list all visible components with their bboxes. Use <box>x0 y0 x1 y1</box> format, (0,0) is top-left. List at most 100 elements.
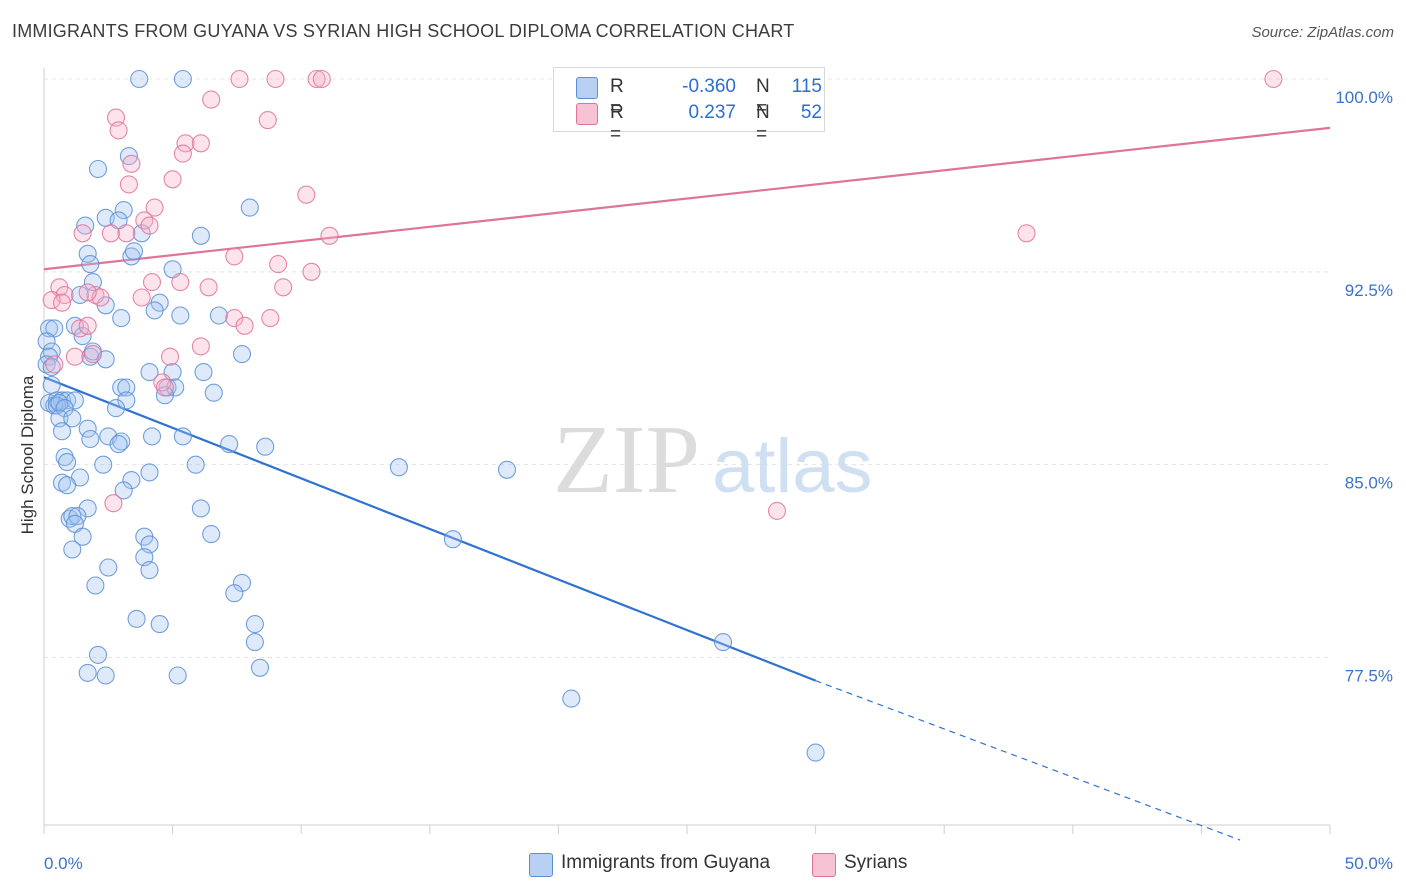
point-guyana <box>78 663 97 682</box>
point-guyana <box>191 499 210 518</box>
point-guyana <box>202 525 221 544</box>
point-guyana <box>114 201 133 220</box>
point-guyana <box>37 332 56 351</box>
point-syrians <box>767 501 787 520</box>
point-guyana <box>122 247 141 266</box>
point-syrians <box>145 198 164 217</box>
point-guyana <box>140 561 159 580</box>
point-guyana <box>142 427 162 446</box>
point-guyana <box>245 615 264 634</box>
point-syrians <box>235 316 254 335</box>
point-guyana <box>55 399 74 418</box>
point-syrians <box>122 154 141 173</box>
legend-swatch-syrians <box>812 853 836 877</box>
point-guyana <box>42 375 61 395</box>
legend-r-value: -0.360 <box>682 76 736 97</box>
data-points <box>37 69 1283 762</box>
point-syrians <box>78 316 97 335</box>
point-guyana <box>124 242 144 261</box>
point-guyana <box>240 198 259 217</box>
watermark-atlas: atlas <box>712 424 873 509</box>
point-guyana <box>168 666 187 685</box>
point-guyana <box>443 530 462 549</box>
point-guyana <box>52 422 72 441</box>
point-syrians <box>171 273 190 292</box>
point-syrians <box>191 134 210 153</box>
point-syrians <box>312 69 331 89</box>
point-syrians <box>307 69 326 89</box>
point-syrians <box>320 226 339 245</box>
point-guyana <box>47 391 66 410</box>
point-syrians <box>225 247 244 266</box>
legend-r-value: 0.237 <box>688 102 736 123</box>
point-guyana <box>194 363 213 382</box>
point-guyana <box>173 427 192 446</box>
point-guyana <box>86 576 105 595</box>
point-guyana <box>78 419 97 438</box>
point-syrians <box>274 278 293 297</box>
point-guyana <box>171 306 190 325</box>
legend-label-guyana: Immigrants from Guyana <box>561 852 771 873</box>
y-tick-label: 85.0% <box>1345 474 1393 493</box>
point-guyana <box>130 69 149 89</box>
point-syrians <box>258 111 277 130</box>
point-syrians <box>140 216 159 235</box>
point-syrians <box>42 291 61 310</box>
legend-n-value: 115 <box>791 76 822 97</box>
point-guyana <box>81 255 100 274</box>
point-guyana <box>186 455 205 474</box>
point-syrians <box>119 175 138 194</box>
point-guyana <box>256 437 275 456</box>
point-guyana <box>713 633 733 652</box>
point-guyana <box>81 429 100 449</box>
point-guyana <box>109 435 128 454</box>
point-guyana <box>58 453 77 472</box>
point-guyana <box>140 363 159 382</box>
point-syrians <box>269 255 288 274</box>
point-guyana <box>191 226 210 245</box>
point-guyana <box>65 391 84 410</box>
point-syrians <box>109 121 128 140</box>
point-guyana <box>65 316 84 335</box>
point-syrians <box>266 69 285 89</box>
point-guyana <box>389 458 408 477</box>
point-guyana <box>50 393 69 413</box>
point-guyana <box>78 244 97 263</box>
point-syrians <box>65 347 84 366</box>
point-syrians <box>176 134 195 153</box>
legend-r-label: R = <box>610 102 624 145</box>
legend-label-syrians: Syrians <box>844 852 908 873</box>
point-syrians <box>297 185 316 204</box>
point-syrians <box>225 309 244 328</box>
watermark-zip: ZIP <box>553 406 700 514</box>
trendline <box>43 126 1331 271</box>
point-syrians <box>117 224 136 243</box>
point-syrians <box>302 262 321 281</box>
point-syrians <box>155 378 174 397</box>
point-syrians <box>132 288 151 307</box>
point-guyana <box>73 527 92 546</box>
trendline <box>43 376 817 682</box>
point-syrians <box>1017 224 1036 243</box>
point-guyana <box>88 645 108 664</box>
axes <box>43 68 1331 834</box>
point-guyana <box>209 306 228 325</box>
legend-swatch-guyana <box>529 853 553 877</box>
x-tick-label: 50.0% <box>1345 854 1393 873</box>
point-guyana <box>81 347 100 366</box>
point-guyana <box>52 473 72 492</box>
point-guyana <box>232 573 252 592</box>
point-syrians <box>135 211 154 230</box>
point-guyana <box>58 476 77 495</box>
point-guyana <box>63 540 82 559</box>
point-syrians <box>199 278 218 297</box>
point-guyana <box>232 345 252 364</box>
trendlines <box>43 126 1331 841</box>
point-guyana <box>117 378 136 397</box>
trendline-extension <box>815 680 1241 841</box>
point-syrians <box>173 144 192 163</box>
point-syrians <box>101 224 120 243</box>
point-guyana <box>114 481 133 500</box>
point-syrians <box>142 273 162 292</box>
